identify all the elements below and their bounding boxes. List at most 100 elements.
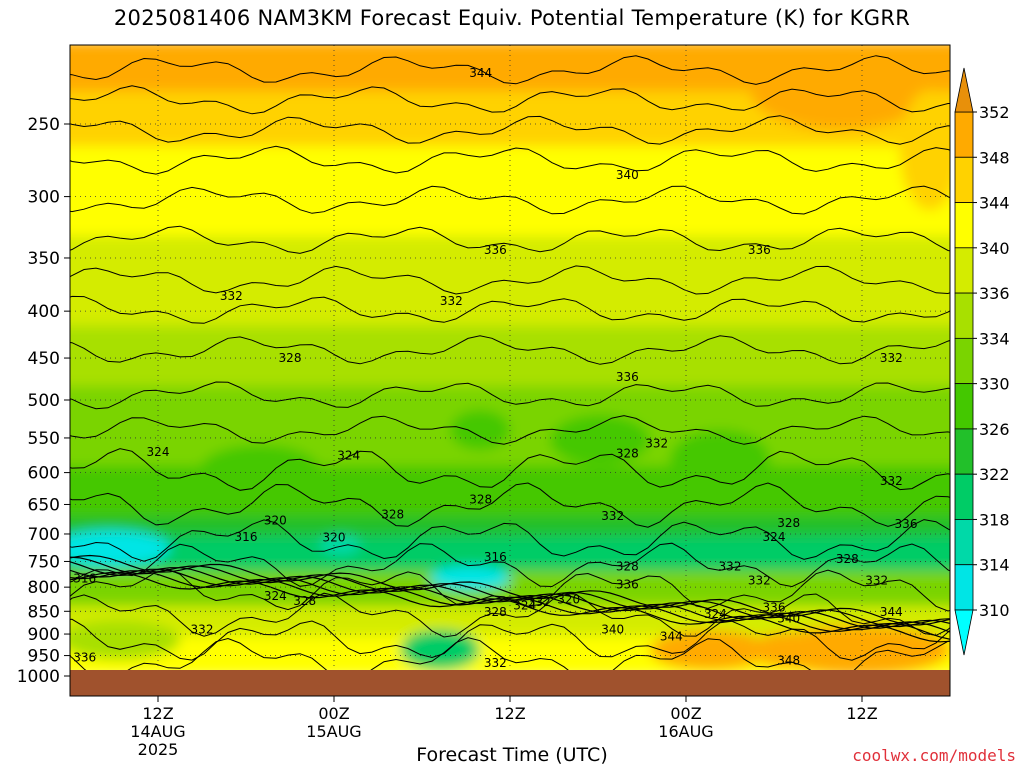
colorbar-label: 348: [979, 148, 1010, 167]
colorbar-segment: [954, 337, 974, 385]
time-tick-label: 12Z: [142, 704, 173, 723]
contour-label: 336: [73, 651, 96, 665]
field-anomaly: [200, 445, 320, 495]
pressure-tick-label: 850: [28, 602, 60, 622]
pressure-tick-label: 600: [28, 464, 60, 484]
field-anomaly: [400, 630, 480, 670]
contour-line: [70, 55, 950, 85]
grid-lines: [70, 45, 950, 670]
contour-line: [70, 415, 950, 445]
pressure-tick-label: 900: [28, 625, 60, 645]
time-tick-date: 14AUG: [130, 722, 185, 741]
field-anomaly: [70, 530, 170, 566]
contour-label: 328: [836, 552, 859, 566]
contour-label: 332: [440, 294, 463, 308]
contour-label: 344: [469, 66, 492, 80]
colorbar-label: 352: [979, 103, 1010, 122]
colorbar-segment: [954, 111, 974, 158]
contour-label: 328: [381, 508, 404, 522]
contour-line: [70, 335, 950, 365]
pressure-tick-label: 500: [28, 391, 60, 411]
pressure-tick-label: 750: [28, 552, 60, 572]
contour-line: [70, 448, 950, 491]
colorbar-segment: [954, 247, 974, 294]
x-axis-label: Forecast Time (UTC): [416, 744, 608, 766]
field-anomaly: [70, 620, 180, 660]
contour-line: [70, 225, 950, 254]
chart-title: 2025081406 NAM3KM Forecast Equiv. Potent…: [113, 6, 911, 30]
colorbar-arrow-bottom: [954, 609, 974, 656]
colorbar-label: 344: [979, 194, 1010, 213]
contour-label: 324: [513, 599, 536, 613]
contour-label: 336: [748, 243, 771, 257]
field-anomaly: [450, 410, 510, 450]
colorbar-segment: [954, 383, 974, 430]
colorbar-label: 326: [979, 420, 1010, 439]
field-anomaly: [750, 632, 830, 668]
contour-label: 324: [763, 530, 786, 544]
contour-label: 344: [880, 605, 903, 619]
contour-label: 332: [880, 474, 903, 488]
contour-label: 320: [323, 530, 346, 544]
colorbar-segment: [954, 564, 974, 611]
contour-label: 316: [73, 572, 96, 586]
contour-label: 316: [235, 530, 258, 544]
contour-line: [70, 519, 950, 562]
time-tick-date: 16AUG: [658, 722, 713, 741]
contour-label: 332: [528, 595, 551, 609]
colorbar-segment: [954, 202, 974, 249]
contour-label: 316: [484, 550, 507, 564]
contour-label: 324: [147, 445, 170, 459]
colorbar-segment: [954, 156, 974, 203]
pressure-tick-label: 950: [28, 647, 60, 667]
colorbar-label: 340: [979, 239, 1010, 258]
contour-label: 320: [264, 514, 287, 528]
contour-label: 348: [777, 654, 800, 668]
contour-label: 340: [777, 611, 800, 625]
colorbar-label: 314: [979, 556, 1010, 575]
contour-label: 340: [616, 168, 639, 182]
field-anomaly: [320, 535, 360, 555]
colorbar-segment: [954, 519, 974, 566]
colorbar-label: 318: [979, 510, 1010, 529]
pressure-tick-label: 550: [28, 429, 60, 449]
field-anomaly: [430, 566, 510, 590]
contour-line: [70, 145, 950, 175]
colorbar-segment: [954, 292, 974, 339]
contour-label: 320: [557, 592, 580, 606]
colorbar-label: 336: [979, 284, 1010, 303]
contour-label: 328: [777, 516, 800, 530]
contour-label: 328: [616, 560, 639, 574]
colorbar-segment: [954, 473, 974, 520]
contour-label: 336: [616, 370, 639, 384]
contour-label: 340: [601, 623, 624, 637]
pressure-tick-label: 1000: [17, 667, 60, 687]
contour-label: 332: [191, 623, 214, 637]
pressure-tick-label: 450: [28, 349, 60, 369]
contour-label: 336: [484, 243, 507, 257]
pressure-tick-label: 250: [28, 115, 60, 135]
contour-line: [70, 482, 950, 528]
contour-front: [70, 554, 950, 626]
contour-label: 328: [279, 351, 302, 365]
contour-label: 332: [719, 560, 742, 574]
contour-label: 324: [337, 449, 360, 463]
credit-link[interactable]: coolwx.com/models: [852, 746, 1016, 765]
contour-label: 324: [264, 589, 287, 603]
time-tick-label: 12Z: [846, 704, 877, 723]
pressure-tick-label: 650: [28, 495, 60, 515]
contour-label: 328: [616, 447, 639, 461]
colorbar-label: 330: [979, 375, 1010, 394]
field-anomaly: [900, 90, 950, 210]
contour-label: 332: [220, 289, 243, 303]
contour-label: 336: [616, 578, 639, 592]
contour-label: 344: [660, 629, 683, 643]
colorbar-label: 322: [979, 465, 1010, 484]
field-anomaly: [650, 630, 770, 670]
field-anomaly: [550, 415, 650, 465]
contour-line: [70, 295, 950, 324]
contour-label: 332: [601, 509, 624, 523]
axes: 250 300 350 400 450 500 550 600 650 700 750 800 850 9…: [17, 115, 878, 759]
contour-label: 332: [484, 656, 507, 670]
